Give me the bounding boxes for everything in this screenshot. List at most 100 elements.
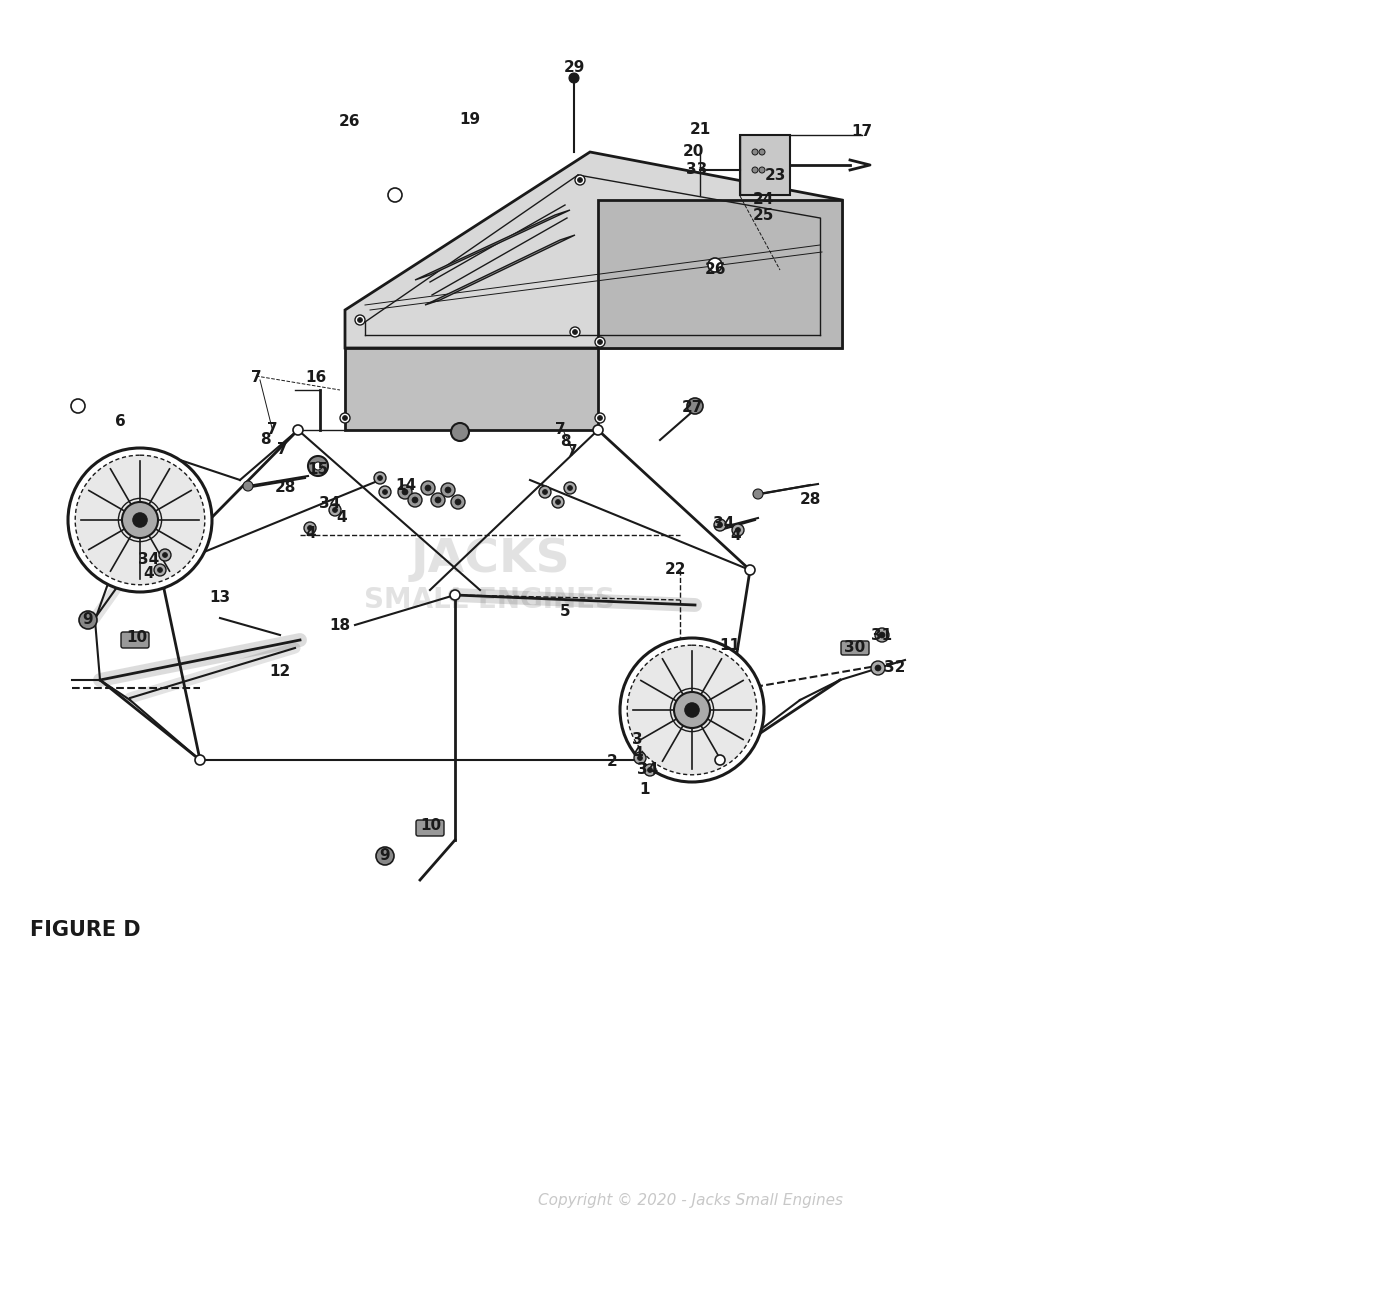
Circle shape: [552, 496, 564, 508]
Circle shape: [752, 149, 758, 155]
Circle shape: [759, 167, 765, 173]
Text: 24: 24: [752, 193, 774, 208]
Circle shape: [121, 503, 157, 537]
Text: FIGURE D: FIGURE D: [30, 920, 141, 941]
Text: 10: 10: [421, 818, 442, 832]
Circle shape: [388, 189, 402, 202]
Circle shape: [333, 508, 338, 513]
Text: 8: 8: [259, 433, 270, 447]
Polygon shape: [345, 152, 842, 348]
Circle shape: [304, 522, 316, 534]
Text: 7: 7: [266, 422, 277, 438]
Circle shape: [556, 500, 560, 504]
Text: 26: 26: [339, 115, 360, 129]
Circle shape: [577, 177, 582, 182]
Circle shape: [155, 565, 166, 576]
Circle shape: [871, 662, 885, 674]
Circle shape: [435, 497, 442, 503]
Circle shape: [647, 767, 653, 773]
Circle shape: [620, 638, 765, 782]
Circle shape: [339, 413, 351, 422]
Circle shape: [638, 756, 643, 761]
Text: 4: 4: [306, 526, 316, 540]
Text: 4: 4: [730, 527, 741, 543]
Circle shape: [684, 703, 700, 717]
Circle shape: [753, 488, 763, 499]
Circle shape: [75, 455, 204, 585]
Circle shape: [450, 590, 460, 599]
Polygon shape: [345, 348, 598, 430]
Circle shape: [408, 494, 422, 506]
Circle shape: [708, 258, 722, 273]
Circle shape: [413, 497, 418, 503]
Circle shape: [718, 522, 723, 527]
Text: 2: 2: [607, 755, 617, 770]
Polygon shape: [425, 235, 575, 305]
Text: 11: 11: [719, 637, 741, 652]
Text: 20: 20: [682, 145, 704, 159]
Circle shape: [598, 416, 603, 420]
Circle shape: [397, 484, 413, 499]
Text: 34: 34: [638, 762, 658, 778]
Text: 12: 12: [269, 664, 291, 680]
Text: 7: 7: [555, 422, 566, 438]
Text: 9: 9: [380, 849, 391, 863]
Circle shape: [759, 149, 765, 155]
Text: 23: 23: [765, 168, 785, 182]
Text: 27: 27: [682, 401, 702, 416]
Text: 30: 30: [845, 641, 865, 655]
Circle shape: [451, 422, 469, 441]
Circle shape: [451, 495, 465, 509]
Text: 19: 19: [460, 112, 480, 128]
Circle shape: [132, 513, 148, 527]
Text: 7: 7: [276, 442, 287, 457]
Text: 7: 7: [567, 444, 577, 460]
Circle shape: [155, 565, 166, 575]
Circle shape: [378, 475, 382, 481]
Circle shape: [598, 340, 603, 345]
Text: 31: 31: [871, 628, 893, 642]
Text: 6: 6: [115, 415, 126, 429]
Circle shape: [355, 315, 364, 326]
Circle shape: [328, 504, 341, 516]
Polygon shape: [415, 211, 570, 280]
Text: Copyright © 2020 - Jacks Small Engines: Copyright © 2020 - Jacks Small Engines: [537, 1193, 843, 1208]
Circle shape: [569, 74, 580, 83]
Circle shape: [163, 553, 167, 558]
Circle shape: [357, 318, 363, 323]
Circle shape: [444, 487, 451, 494]
Text: 34: 34: [138, 553, 160, 567]
Circle shape: [374, 472, 386, 484]
Circle shape: [195, 755, 206, 765]
Text: 34: 34: [319, 496, 341, 510]
Circle shape: [595, 337, 604, 348]
Circle shape: [342, 416, 348, 420]
Text: 34: 34: [713, 516, 734, 531]
Circle shape: [673, 693, 709, 727]
Text: 14: 14: [396, 478, 417, 492]
Circle shape: [745, 565, 755, 575]
FancyBboxPatch shape: [121, 632, 149, 649]
Circle shape: [542, 490, 548, 495]
Circle shape: [644, 764, 656, 776]
Polygon shape: [598, 200, 842, 348]
Circle shape: [736, 527, 741, 532]
Circle shape: [627, 645, 756, 775]
Circle shape: [875, 665, 880, 671]
Circle shape: [380, 486, 391, 497]
Text: 15: 15: [308, 463, 328, 478]
Circle shape: [70, 399, 86, 413]
Text: 17: 17: [851, 124, 872, 140]
Text: 28: 28: [275, 481, 295, 496]
Text: 32: 32: [885, 660, 905, 676]
Circle shape: [567, 486, 573, 491]
Text: 18: 18: [330, 618, 351, 633]
Circle shape: [315, 463, 322, 470]
Circle shape: [595, 413, 604, 422]
Circle shape: [540, 486, 551, 497]
Text: JACKS: JACKS: [410, 537, 570, 583]
Text: 16: 16: [305, 371, 327, 385]
Circle shape: [308, 456, 328, 475]
Text: 8: 8: [560, 434, 570, 450]
Text: 5: 5: [560, 605, 570, 619]
